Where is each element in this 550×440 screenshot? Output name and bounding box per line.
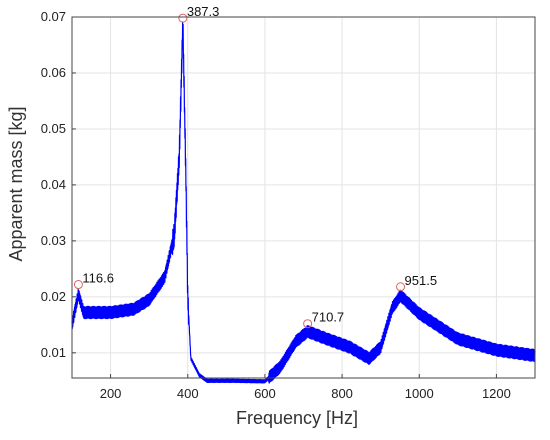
peak-marker [73,280,83,290]
y-tick-label: 0.04 [41,177,66,192]
y-tick-label: 0.05 [41,121,66,136]
y-tick-labels: 0.01 0.02 0.03 0.04 0.05 0.06 0.07 [41,9,66,360]
x-axis-label: Frequency [Hz] [236,408,358,428]
x-tick-label: 1000 [405,386,434,401]
peak-markers: 116.6 387.3 710.7 951.5 [73,4,438,329]
y-axis-label: Apparent mass [kg] [6,106,26,261]
x-tick-label: 400 [177,386,199,401]
x-tick-label: 800 [331,386,353,401]
x-tick-label: 1200 [482,386,511,401]
y-tick-label: 0.01 [41,345,66,360]
plot-frame [71,16,536,379]
peak-marker [303,319,313,329]
apparent-mass-line [71,21,536,384]
peak-label: 710.7 [312,310,345,325]
peak-label: 116.6 [82,271,114,286]
peak-marker [178,13,188,23]
peak-label: 951.5 [405,273,438,288]
y-tick-label: 0.02 [41,289,66,304]
apparent-mass-curve [71,21,536,384]
y-tick-label: 0.07 [41,9,66,24]
peak-marker [396,282,406,292]
x-tick-label: 600 [254,386,276,401]
x-tick-label: 200 [100,386,122,401]
y-tick-label: 0.03 [41,233,66,248]
y-tick-label: 0.06 [41,65,66,80]
x-tick-labels: 200 400 600 800 1000 1200 [100,386,511,401]
peak-label: 387.3 [187,4,220,19]
